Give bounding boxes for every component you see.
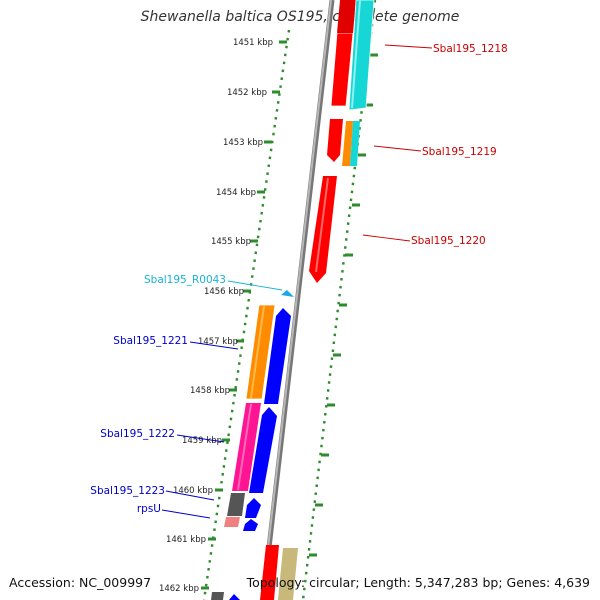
tick-label: 1462 kbp (159, 584, 199, 594)
gene-label-sbal195-1220[interactable]: Sbal195_1220 (411, 235, 486, 247)
genome-backbone (261, 0, 332, 600)
tick-label: 1451 kbp (233, 38, 273, 48)
gene-glyph-red-bottom[interactable] (260, 545, 279, 600)
tick-label: 1461 kbp (166, 535, 206, 545)
gene-label-sbal195-1223[interactable]: Sbal195_1223 (90, 485, 165, 497)
leader-line (189, 341, 239, 350)
tick-label: 1457 kbp (198, 337, 238, 347)
tick-marks (201, 40, 287, 590)
tick-label: 1455 kbp (211, 237, 251, 247)
leader-line (362, 234, 411, 242)
tick-label: 1456 kbp (204, 287, 244, 297)
gene-glyph-highlight (250, 305, 265, 399)
left-dotted-guide (202, 29, 291, 600)
gene-glyph-gray-1223[interactable] (227, 493, 245, 516)
leader-line (373, 145, 422, 152)
gene-glyph-highlight (237, 403, 252, 491)
gene-glyph-sbal195-1222[interactable] (249, 407, 277, 493)
gene-glyph-sbal195-1219[interactable] (327, 119, 343, 162)
leader-line (227, 280, 283, 291)
gene-label-sbal195-1218[interactable]: Sbal195_1218 (433, 43, 508, 55)
gene-label-sbal195-1221[interactable]: Sbal195_1221 (113, 335, 188, 347)
gene-glyph-blue-bottom[interactable] (229, 594, 240, 600)
gene-glyph-sbal195-1223[interactable] (245, 498, 261, 518)
tick-label: 1454 kbp (216, 188, 256, 198)
leader-line (161, 509, 211, 519)
tick-label: 1458 kbp (190, 386, 230, 396)
gene-label-sbal195-1222[interactable]: Sbal195_1222 (100, 428, 175, 440)
gene-glyph-highlight (315, 177, 329, 273)
gene-label-sbal195-1219[interactable]: Sbal195_1219 (422, 146, 497, 158)
gene-glyph-sbal195-r0043[interactable] (281, 290, 294, 297)
gene-label-sbal195-r0043[interactable]: Sbal195_R0043 (144, 274, 226, 286)
accession-label: Accession: NC_009997 (9, 575, 152, 590)
gene-glyph-rpsu[interactable] (243, 519, 258, 531)
tick-label: 1453 kbp (223, 138, 263, 148)
leader-line (176, 434, 225, 443)
gene-glyph-sbal195-1220[interactable] (309, 176, 337, 283)
gene-glyph-khaki-bottom[interactable] (278, 548, 298, 600)
gene-glyph-cyan-1219[interactable] (350, 121, 360, 166)
gene-glyph-cyan-top[interactable] (348, 0, 375, 111)
gene-glyph-orange-1219[interactable] (342, 121, 353, 166)
right-tick-marks (309, 53, 378, 557)
tick-label: 1459 kbp (182, 436, 222, 446)
tick-label: 1460 kbp (173, 486, 213, 496)
gene-glyph-magenta-1222[interactable] (232, 403, 261, 491)
gene-glyph-pink-rpsu[interactable] (224, 517, 240, 527)
genome-summary: Topology: circular; Length: 5,347,283 bp… (246, 575, 590, 590)
tick-label: 1452 kbp (227, 88, 267, 98)
gene-glyph-sbal195-1218-head[interactable] (337, 0, 356, 33)
gene-glyph-highlight (351, 0, 361, 109)
gene-label-rpsu[interactable]: rpsU (137, 503, 161, 515)
map-title: Shewanella baltica OS195, complete genom… (140, 9, 460, 25)
leader-line (165, 490, 215, 501)
leader-line (384, 44, 433, 49)
gene-glyph-gray-bottom[interactable] (211, 592, 224, 600)
gene-glyph-sbal195-1221[interactable] (264, 308, 291, 404)
